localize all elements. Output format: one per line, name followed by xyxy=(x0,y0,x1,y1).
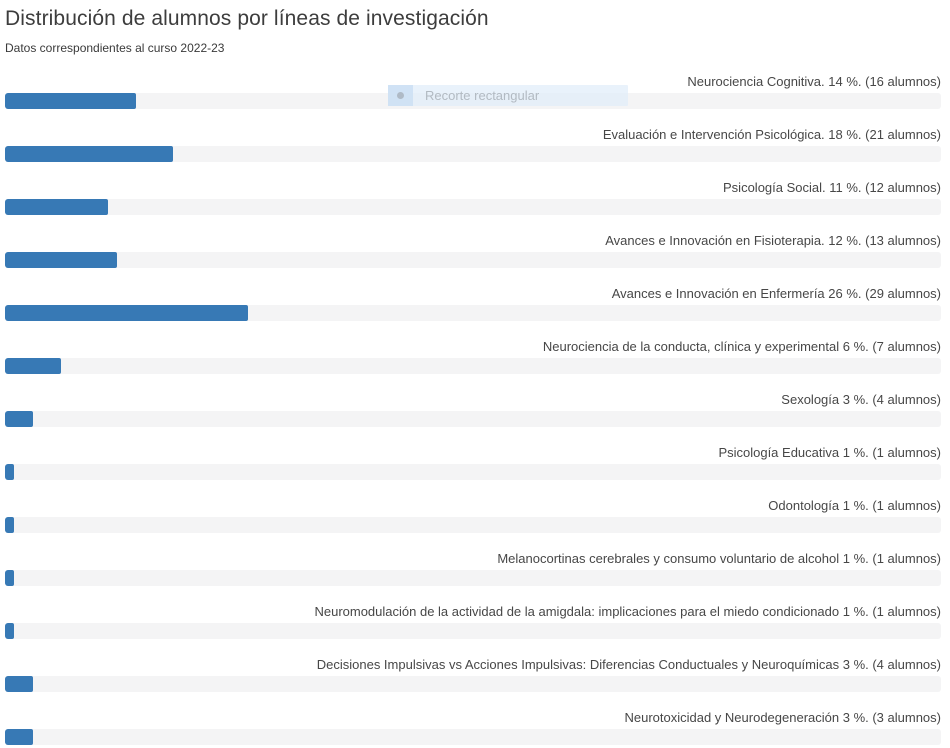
bar-label: Neurociencia de la conducta, clínica y e… xyxy=(542,339,941,354)
chart-row: Avances e Innovación en Enfermería 26 %.… xyxy=(5,268,941,321)
chart-row: Neurotoxicidad y Neurodegeneración 3 %. … xyxy=(5,692,941,745)
bar-fill xyxy=(5,146,174,162)
bar-label: Psicología Educativa 1 %. (1 alumnos) xyxy=(718,445,941,460)
bar-fill xyxy=(5,464,15,480)
bar-track xyxy=(5,517,941,533)
bar-fill xyxy=(5,676,34,692)
chart-row: Neurociencia de la conducta, clínica y e… xyxy=(5,321,941,374)
chart-header: Distribución de alumnos por líneas de in… xyxy=(0,0,950,56)
bar-fill xyxy=(5,199,108,215)
page-title: Distribución de alumnos por líneas de in… xyxy=(5,7,489,30)
bar-fill xyxy=(5,93,137,109)
bar-label: Odontología 1 %. (1 alumnos) xyxy=(768,498,941,513)
bar-track xyxy=(5,252,941,268)
bar-track xyxy=(5,358,941,374)
bar-track xyxy=(5,676,941,692)
bar-label: Sexología 3 %. (4 alumnos) xyxy=(781,392,941,407)
bar-track xyxy=(5,464,941,480)
bar-track xyxy=(5,411,941,427)
snip-menu-item-rectangular[interactable]: Recorte rectangular xyxy=(388,85,628,106)
chart-row: Odontología 1 %. (1 alumnos) xyxy=(5,480,941,533)
chart-row: Sexología 3 %. (4 alumnos) xyxy=(5,374,941,427)
bar-fill xyxy=(5,305,249,321)
chart-row: Avances e Innovación en Fisioterapia. 12… xyxy=(5,215,941,268)
bar-label: Decisiones Impulsivas vs Acciones Impuls… xyxy=(316,657,941,672)
bar-track xyxy=(5,729,941,745)
bar-label: Avances e Innovación en Enfermería 26 %.… xyxy=(611,286,941,301)
chart-row: Melanocortinas cerebrales y consumo volu… xyxy=(5,533,941,586)
bullet-icon xyxy=(397,92,404,99)
bar-fill xyxy=(5,517,15,533)
bar-label: Avances e Innovación en Fisioterapia. 12… xyxy=(605,233,941,248)
bar-track xyxy=(5,199,941,215)
bar-fill xyxy=(5,570,15,586)
chart-row: Psicología Social. 11 %. (12 alumnos) xyxy=(5,162,941,215)
bar-fill xyxy=(5,252,118,268)
bar-fill xyxy=(5,729,34,745)
snip-menu-item-label: Recorte rectangular xyxy=(425,88,540,103)
bar-label: Neurotoxicidad y Neurodegeneración 3 %. … xyxy=(624,710,941,725)
bar-fill xyxy=(5,358,62,374)
bar-track xyxy=(5,305,941,321)
bar-label: Evaluación e Intervención Psicológica. 1… xyxy=(602,127,941,142)
bar-fill xyxy=(5,623,15,639)
page-subtitle: Datos correspondientes al curso 2022-23 xyxy=(5,41,225,55)
chart-rows: Neurociencia Cognitiva. 14 %. (16 alumno… xyxy=(0,56,950,745)
bar-track xyxy=(5,146,941,162)
chart-row: Evaluación e Intervención Psicológica. 1… xyxy=(5,109,941,162)
chart-row: Psicología Educativa 1 %. (1 alumnos) xyxy=(5,427,941,480)
bar-label: Neuromodulación de la actividad de la am… xyxy=(314,604,941,619)
snip-mode-icon-cell xyxy=(388,85,413,106)
bar-label: Psicología Social. 11 %. (12 alumnos) xyxy=(723,180,941,195)
bar-label: Neurociencia Cognitiva. 14 %. (16 alumno… xyxy=(687,74,941,89)
bar-label: Melanocortinas cerebrales y consumo volu… xyxy=(497,551,941,566)
bar-fill xyxy=(5,411,34,427)
bar-track xyxy=(5,570,941,586)
bar-track xyxy=(5,623,941,639)
chart-row: Decisiones Impulsivas vs Acciones Impuls… xyxy=(5,639,941,692)
chart-row: Neuromodulación de la actividad de la am… xyxy=(5,586,941,639)
